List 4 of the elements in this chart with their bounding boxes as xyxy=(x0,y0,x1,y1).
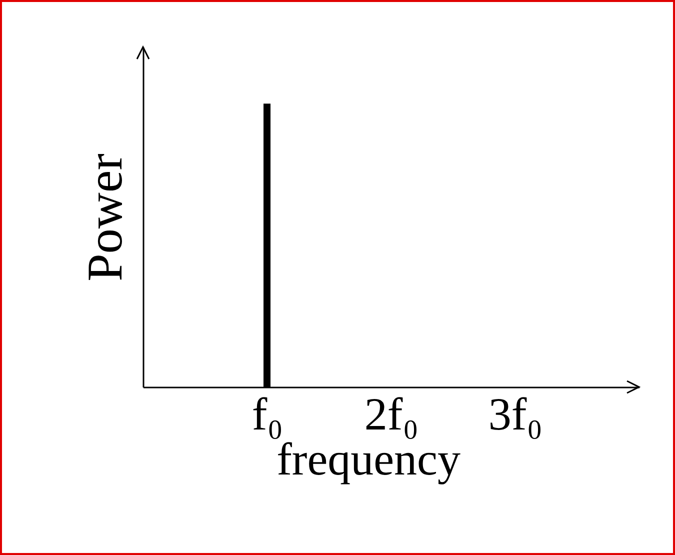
x-tick-label: 3f₀ xyxy=(488,388,543,440)
x-tick-label: f₀ xyxy=(252,388,284,440)
y-axis-title: Power xyxy=(76,153,132,282)
x-tick-label: 2f₀ xyxy=(364,388,419,440)
